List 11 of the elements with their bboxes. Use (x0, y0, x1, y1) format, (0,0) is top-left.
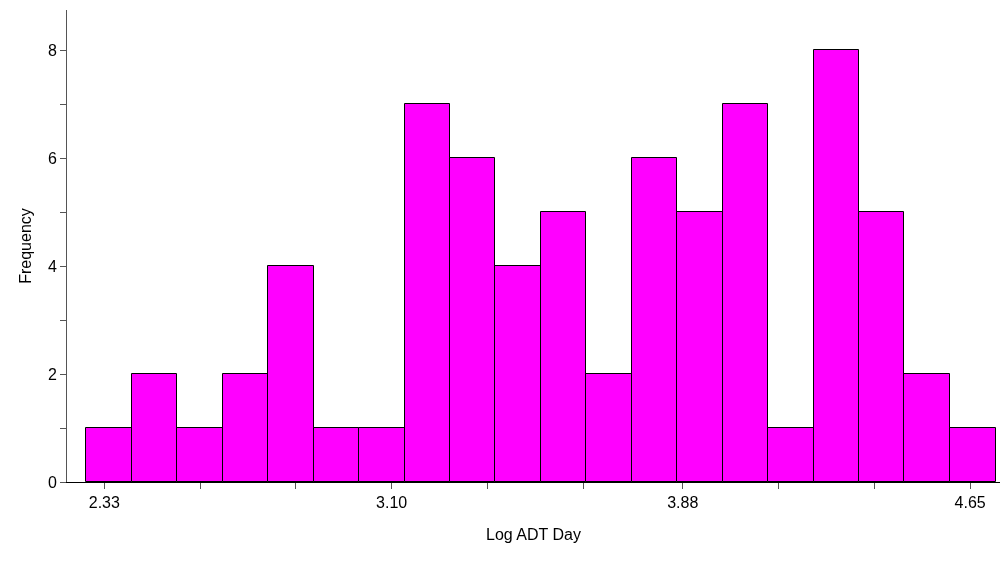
y-tick-label: 4 (47, 257, 57, 275)
x-tick-label: 3.88 (667, 494, 699, 512)
y-tick-label: 6 (47, 149, 57, 167)
y-tick-label: 2 (47, 365, 57, 383)
y-axis-title: Frequency (16, 208, 34, 284)
x-tick-label: 4.65 (954, 494, 986, 512)
x-axis-title: Log ADT Day (486, 525, 581, 543)
y-tick-label: 8 (47, 42, 57, 60)
x-tick-label: 2.33 (88, 494, 120, 512)
x-tick-label: 3.10 (376, 494, 408, 512)
y-tick-label: 0 (47, 473, 57, 491)
